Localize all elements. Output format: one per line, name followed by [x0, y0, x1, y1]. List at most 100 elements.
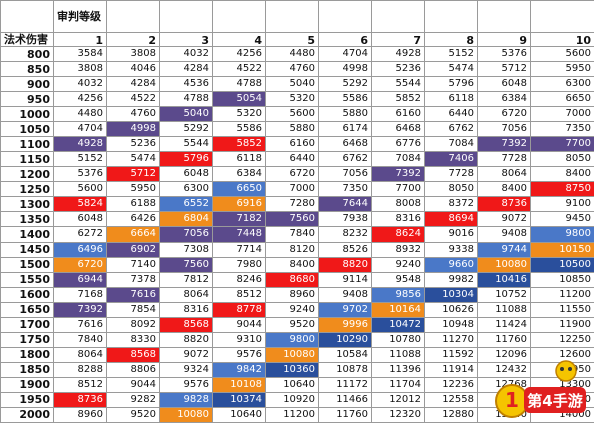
value-cell: 4480	[53, 106, 107, 123]
value-cell: 5040	[159, 106, 213, 123]
value-cell: 8400	[477, 181, 531, 198]
value-cell: 9072	[477, 211, 531, 228]
damage-row-header: 1300	[0, 196, 54, 213]
value-cell: 5796	[424, 76, 478, 93]
value-cell: 12236	[424, 376, 478, 393]
value-cell: 11914	[424, 361, 478, 378]
value-cell: 5544	[371, 76, 425, 93]
value-cell: 7056	[477, 121, 531, 138]
level-header: 7	[371, 32, 425, 48]
value-cell: 11900	[530, 316, 594, 333]
value-cell: 5054	[212, 91, 266, 108]
damage-row-header: 1500	[0, 256, 54, 273]
value-cell: 7280	[265, 196, 319, 213]
value-cell: 8008	[371, 196, 425, 213]
value-cell: 6160	[265, 136, 319, 153]
value-cell: 4928	[53, 136, 107, 153]
table-row: 1400 6272 6664 7056 7448 7840 8232 8624 9016 9408…	[0, 226, 594, 243]
value-cell: 8960	[265, 286, 319, 303]
value-cell: 12320	[371, 406, 425, 423]
value-cell: 7560	[159, 256, 213, 273]
value-cell: 10948	[424, 316, 478, 333]
value-cell: 6762	[318, 151, 372, 168]
value-cell: 8526	[318, 241, 372, 258]
value-cell: 6048	[159, 166, 213, 183]
value-cell: 5600	[53, 181, 107, 198]
value-cell: 8316	[159, 301, 213, 318]
value-cell: 6048	[477, 76, 531, 93]
table-row: 1550 6944 7378 7812 8246 8680 9114 9548 9982 1041…	[0, 271, 594, 288]
value-cell: 5544	[159, 136, 213, 153]
value-cell: 8372	[424, 196, 478, 213]
level-header: 5	[265, 32, 319, 48]
value-cell: 11760	[318, 406, 372, 423]
value-cell: 4480	[265, 46, 319, 63]
svg-text:1: 1	[505, 388, 519, 412]
value-cell: 4760	[106, 106, 160, 123]
value-cell: 7308	[159, 241, 213, 258]
value-cell: 7000	[530, 106, 594, 123]
value-cell: 8246	[212, 271, 266, 288]
value-cell: 8680	[265, 271, 319, 288]
value-cell: 9044	[106, 376, 160, 393]
value-cell: 11200	[530, 286, 594, 303]
value-cell: 8512	[212, 286, 266, 303]
value-cell: 8050	[530, 151, 594, 168]
level-header: 8	[424, 32, 478, 48]
value-cell: 9338	[424, 241, 478, 258]
value-cell: 8778	[212, 301, 266, 318]
value-cell: 11550	[530, 301, 594, 318]
value-cell: 7056	[318, 166, 372, 183]
value-cell: 8064	[477, 166, 531, 183]
value-cell: 6552	[159, 196, 213, 213]
value-cell: 7000	[265, 181, 319, 198]
value-cell: 6804	[159, 211, 213, 228]
value-cell: 5880	[318, 106, 372, 123]
value-cell: 11396	[371, 361, 425, 378]
value-cell: 9072	[159, 346, 213, 363]
header-blank	[318, 0, 372, 34]
value-cell: 8568	[159, 316, 213, 333]
value-cell: 3808	[106, 46, 160, 63]
value-cell: 6272	[53, 226, 107, 243]
value-cell: 11270	[424, 331, 478, 348]
value-cell: 5292	[159, 121, 213, 138]
value-cell: 7406	[424, 151, 478, 168]
value-cell: 5040	[265, 76, 319, 93]
table-row: 1250 5600 5950 6300 6650 7000 7350 7700 8050 8400…	[0, 181, 594, 198]
value-cell: 6650	[530, 91, 594, 108]
value-cell: 11172	[318, 376, 372, 393]
header-title-top: 审判等级	[53, 0, 107, 34]
value-cell: 8120	[265, 241, 319, 258]
value-cell: 6048	[53, 211, 107, 228]
value-cell: 8820	[318, 256, 372, 273]
header-blank	[265, 0, 319, 34]
damage-row-header: 1450	[0, 241, 54, 258]
value-cell: 9408	[477, 226, 531, 243]
value-cell: 7392	[53, 301, 107, 318]
value-cell: 9996	[318, 316, 372, 333]
header-title-left: 法术伤害	[0, 32, 54, 48]
value-cell: 8806	[106, 361, 160, 378]
table-row: 1200 5376 5712 6048 6384 6720 7056 7392 7728 8064…	[0, 166, 594, 183]
value-cell: 10752	[477, 286, 531, 303]
value-cell: 8330	[106, 331, 160, 348]
damage-row-header: 1700	[0, 316, 54, 333]
value-cell: 8232	[318, 226, 372, 243]
value-cell: 7616	[53, 316, 107, 333]
value-cell: 6496	[53, 241, 107, 258]
value-cell: 10150	[530, 241, 594, 258]
value-cell: 5950	[530, 61, 594, 78]
value-cell: 7812	[159, 271, 213, 288]
value-cell: 6426	[106, 211, 160, 228]
level-header: 9	[477, 32, 531, 48]
value-cell: 9576	[159, 376, 213, 393]
value-cell: 7840	[53, 331, 107, 348]
value-cell: 10080	[477, 256, 531, 273]
damage-row-header: 1950	[0, 391, 54, 408]
value-cell: 5292	[318, 76, 372, 93]
value-cell: 5320	[265, 91, 319, 108]
value-cell: 9842	[212, 361, 266, 378]
value-cell: 8820	[159, 331, 213, 348]
table-row: 1700 7616 8092 8568 9044 9520 9996 10472 10948 11…	[0, 316, 594, 333]
